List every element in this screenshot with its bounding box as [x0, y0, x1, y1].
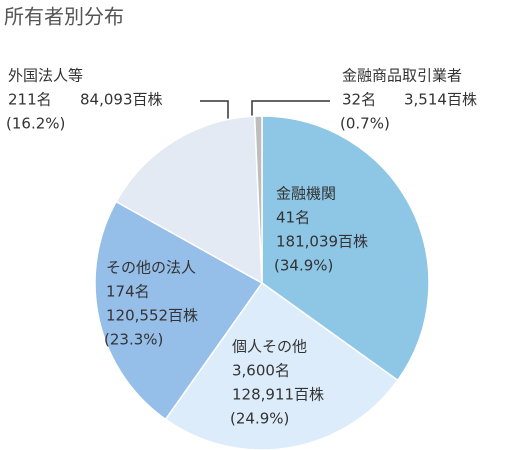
value-label: (23.3%): [104, 331, 163, 349]
pie-slice: [261, 115, 430, 382]
pie-slice: [253, 115, 263, 284]
slice-label: その他の法人: [106, 259, 196, 277]
shares-label: 3,514百株: [404, 91, 477, 109]
shares-label: 120,552百株: [106, 307, 198, 325]
holders-label: 211名: [8, 91, 52, 109]
pie-slice: [164, 281, 399, 450]
shares-label: 181,039百株: [276, 233, 368, 251]
slice-label: 個人その他: [232, 338, 307, 356]
slice-label: 外国法人等: [8, 67, 83, 85]
value-label: (24.9%): [230, 410, 289, 428]
pie-slice: [94, 200, 264, 421]
chart-title: 所有者別分布: [4, 5, 124, 29]
holders-label: 3,600名: [232, 362, 290, 380]
slice-label: 金融機関: [276, 185, 336, 203]
holders-label: 41名: [276, 209, 310, 227]
shares-label: 84,093百株: [80, 91, 163, 109]
value-label: (16.2%): [6, 115, 65, 133]
value-label: (0.7%): [340, 115, 390, 133]
holders-label: 32名: [342, 91, 376, 109]
pie-slice: [115, 115, 263, 285]
shares-label: 128,911百株: [232, 386, 324, 404]
slice-label: 金融商品取引業者: [342, 67, 462, 85]
leader-line: [200, 100, 229, 124]
value-label: (34.9%): [274, 257, 333, 275]
holders-label: 174名: [106, 283, 150, 301]
